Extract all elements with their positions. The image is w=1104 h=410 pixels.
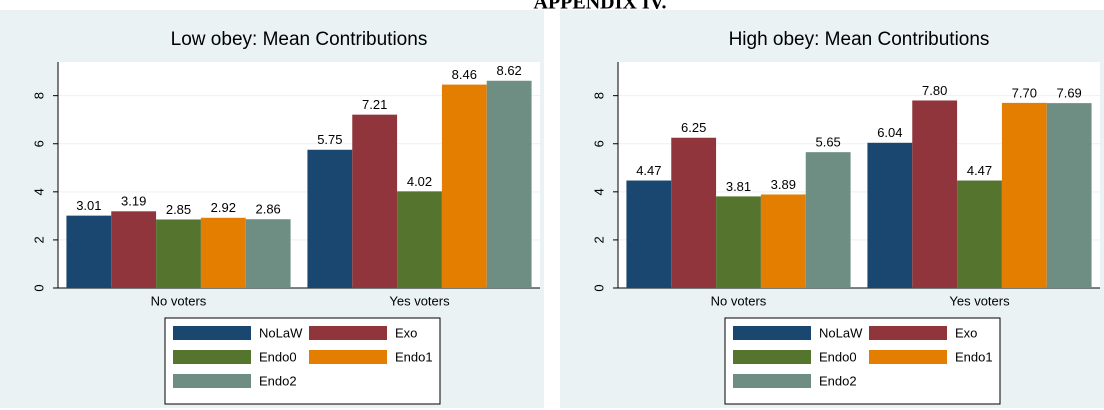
bar <box>307 149 353 288</box>
bar <box>805 152 851 288</box>
bar <box>716 196 761 288</box>
y-tick-label: 2 <box>591 236 606 243</box>
chart-title: High obey: Mean Contributions <box>729 29 990 50</box>
value-label: 7.80 <box>922 83 947 98</box>
value-label: 4.02 <box>407 174 432 189</box>
legend-label: Endo1 <box>395 349 433 364</box>
legend-label: Endo1 <box>955 349 993 364</box>
value-label: 8.62 <box>496 63 521 78</box>
value-label: 6.04 <box>877 125 902 140</box>
legend-swatch <box>733 374 811 388</box>
value-label: 2.92 <box>211 200 236 215</box>
chart-panel: Low obey: Mean Contributions 0 2 4 6 8 No vote… <box>0 10 544 408</box>
bar <box>912 100 958 289</box>
bar <box>156 219 201 288</box>
bar <box>1046 103 1092 288</box>
bar <box>245 219 291 288</box>
legend-swatch <box>173 350 251 364</box>
legend-swatch <box>173 374 251 388</box>
value-label: 3.19 <box>121 194 146 209</box>
legend-swatch <box>173 326 251 340</box>
value-label: 5.75 <box>317 132 342 147</box>
legend-label: Endo0 <box>259 349 297 364</box>
y-tick-label: 0 <box>591 284 606 291</box>
value-label: 8.46 <box>452 67 477 82</box>
bar <box>626 180 672 288</box>
legend-swatch <box>309 326 387 340</box>
legend-label: NoLaW <box>819 325 863 340</box>
y-tick-label: 4 <box>31 188 46 195</box>
value-label: 6.25 <box>681 120 706 135</box>
value-label: 5.65 <box>815 135 840 150</box>
value-label: 4.47 <box>636 163 661 178</box>
legend-label: Endo0 <box>819 349 857 364</box>
legend-swatch <box>733 326 811 340</box>
x-tick-label: Yes voters <box>949 293 1010 308</box>
value-label: 3.81 <box>726 179 751 194</box>
value-label: 2.85 <box>166 202 191 217</box>
bar <box>486 80 532 288</box>
bar <box>671 137 717 288</box>
value-label: 2.86 <box>255 202 280 217</box>
bar <box>760 194 806 288</box>
legend-swatch <box>869 350 947 364</box>
bar <box>1001 102 1047 288</box>
legend-label: Endo2 <box>819 373 857 388</box>
y-tick-label: 2 <box>31 236 46 243</box>
bar <box>200 217 246 288</box>
bar <box>441 84 487 288</box>
bar <box>397 191 442 288</box>
x-tick-label: Yes voters <box>389 293 450 308</box>
y-tick-label: 8 <box>31 92 46 99</box>
legend-swatch <box>869 326 947 340</box>
value-label: 7.21 <box>362 97 387 112</box>
value-label: 7.69 <box>1056 86 1081 101</box>
bar <box>867 142 913 288</box>
x-tick-label: No voters <box>151 293 207 308</box>
y-tick-label: 0 <box>31 284 46 291</box>
value-label: 3.89 <box>771 177 796 192</box>
value-label: 4.47 <box>967 163 992 178</box>
chart-title: Low obey: Mean Contributions <box>171 29 428 50</box>
bar <box>111 211 157 288</box>
legend-label: NoLaW <box>259 325 303 340</box>
y-tick-label: 4 <box>591 188 606 195</box>
bar <box>957 180 1002 288</box>
x-tick-label: No voters <box>711 293 767 308</box>
bar <box>66 215 112 288</box>
y-tick-label: 6 <box>591 140 606 147</box>
legend-swatch <box>733 350 811 364</box>
bar <box>352 114 398 288</box>
chart-panel: High obey: Mean Contributions 0 2 4 6 8 No vot… <box>560 10 1104 408</box>
legend-label: Exo <box>395 325 417 340</box>
value-label: 3.01 <box>76 198 101 213</box>
y-tick-label: 8 <box>591 92 606 99</box>
legend-swatch <box>309 350 387 364</box>
legend-label: Endo2 <box>259 373 297 388</box>
value-label: 7.70 <box>1012 85 1037 100</box>
y-tick-label: 6 <box>31 140 46 147</box>
legend-label: Exo <box>955 325 977 340</box>
